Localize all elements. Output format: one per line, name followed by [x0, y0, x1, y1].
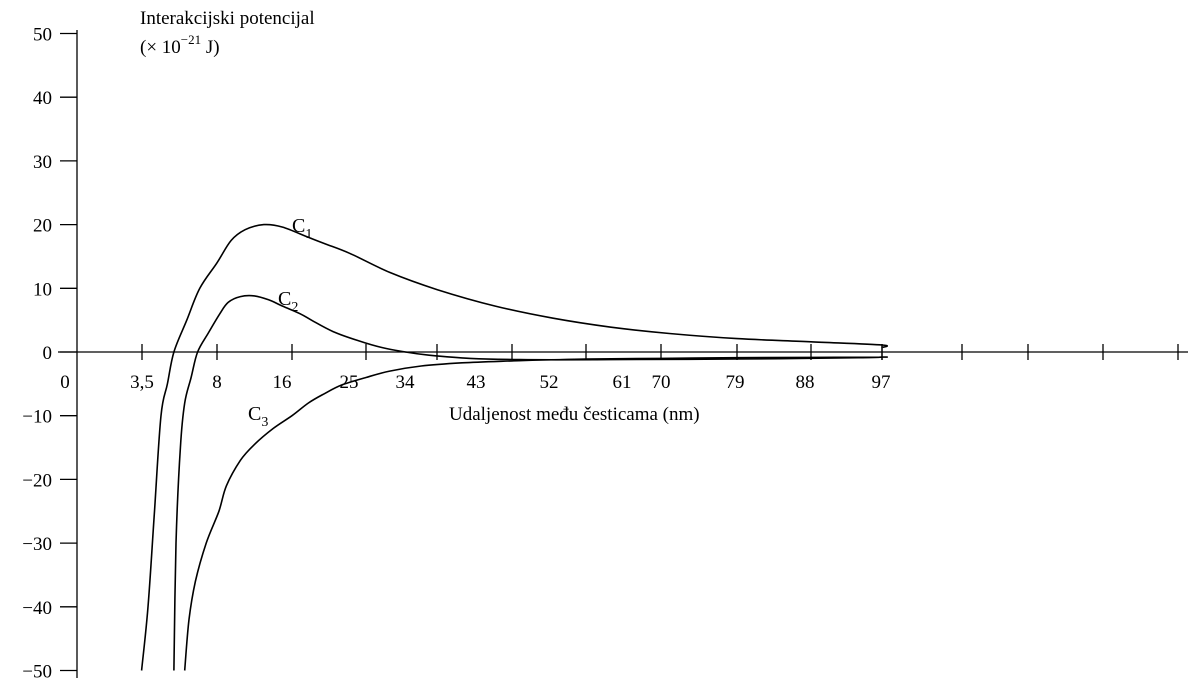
y-tick-label: −40 [22, 598, 52, 619]
y-axis-ticks: 50 40 30 20 10 0 −10 −20 −30 −40 −50 [22, 25, 77, 682]
x-tick-label: 3,5 [130, 372, 154, 393]
x-tick-label: 79 [726, 372, 745, 393]
series-curves [140, 223, 888, 671]
x-tick-label: 8 [212, 372, 222, 393]
axes [58, 30, 1188, 678]
series-label-c1: C1 [292, 215, 312, 242]
x-tick-label: 52 [540, 372, 559, 393]
y-tick-label: 0 [43, 343, 53, 364]
x-tick-label: 43 [467, 372, 486, 393]
series-labels: C1 C2 C3 [248, 215, 312, 430]
x-tick-label: 61 [613, 372, 632, 393]
y-axis-title-line2: (× 10−21 J) [140, 32, 220, 58]
x-tick-label: 34 [396, 372, 416, 393]
y-tick-label: −20 [22, 470, 52, 491]
x-tick-label: 0 [60, 372, 70, 393]
x-tick-label: 70 [652, 372, 671, 393]
y-tick-label: −30 [22, 534, 52, 555]
y-tick-label: −50 [22, 662, 52, 682]
curve-c3 [183, 356, 888, 671]
series-label-c2: C2 [278, 288, 298, 315]
y-axis-title-line1: Interakcijski potencijal [140, 8, 315, 29]
y-tick-label: −10 [22, 407, 52, 428]
x-tick-label: 97 [872, 372, 891, 393]
x-tick-label: 88 [796, 372, 815, 393]
x-axis-ticks: 0 3,5 8 16 25 34 43 52 61 70 79 88 97 [60, 344, 1179, 393]
x-axis-title: Udaljenost među česticama (nm) [449, 404, 700, 425]
y-tick-label: 10 [33, 279, 52, 300]
y-tick-label: 40 [33, 88, 52, 109]
y-tick-label: 20 [33, 216, 52, 237]
x-tick-label: 16 [273, 372, 292, 393]
curve-c1 [140, 223, 888, 671]
series-label-c3: C3 [248, 403, 268, 430]
y-tick-label: 30 [33, 152, 52, 173]
y-axis-title-exponent: −21 [181, 32, 201, 47]
y-tick-label: 50 [33, 25, 52, 46]
